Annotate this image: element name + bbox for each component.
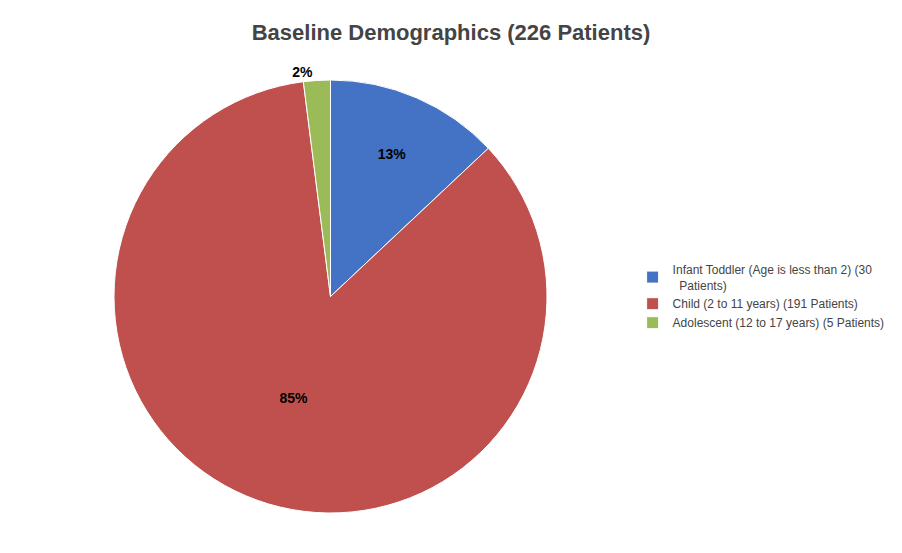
svg-text:Child (2 to 11 years) (191 Pat: Child (2 to 11 years) (191 Patients) bbox=[673, 297, 858, 311]
svg-text:85%: 85% bbox=[280, 390, 309, 406]
svg-text:2%: 2% bbox=[292, 64, 313, 80]
svg-text:Infant Toddler (Age is less th: Infant Toddler (Age is less than 2) (30 … bbox=[673, 263, 873, 293]
svg-text:13%: 13% bbox=[378, 146, 407, 162]
svg-text:Baseline Demographics (226 Pat: Baseline Demographics (226 Patients) bbox=[252, 20, 651, 45]
svg-text:Adolescent (12 to 17 years) (5: Adolescent (12 to 17 years) (5 Patients) bbox=[673, 316, 884, 330]
